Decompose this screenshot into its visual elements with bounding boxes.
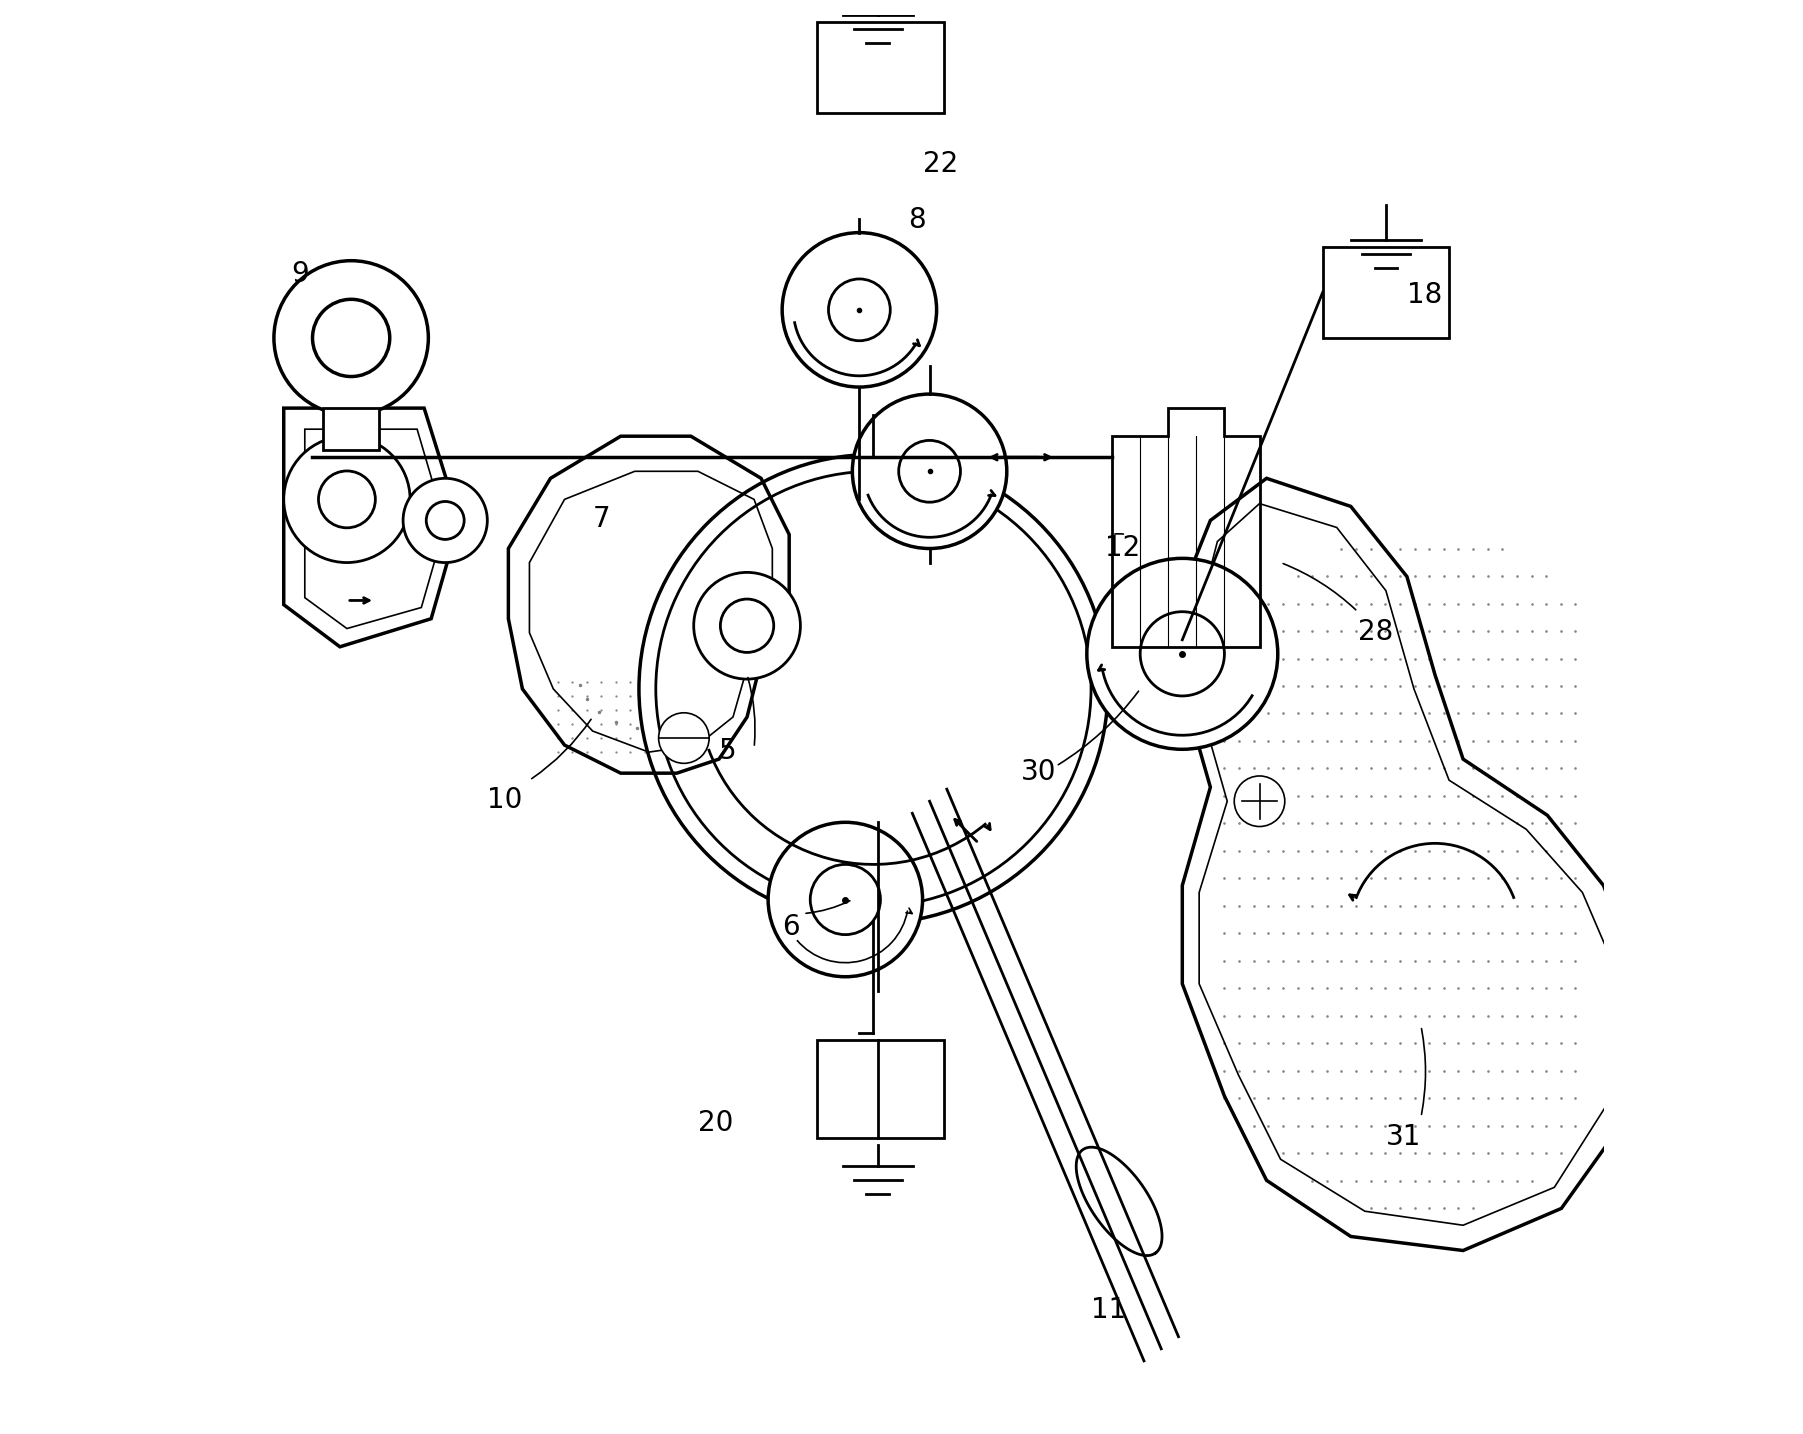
Circle shape	[1235, 776, 1286, 826]
Text: 10: 10	[487, 786, 523, 815]
Text: 28: 28	[1358, 618, 1394, 645]
Text: 31: 31	[1387, 1123, 1421, 1152]
Circle shape	[768, 822, 923, 977]
Circle shape	[656, 472, 1091, 906]
Circle shape	[319, 470, 375, 528]
Text: 7: 7	[593, 505, 609, 533]
Text: 12: 12	[1105, 533, 1139, 562]
FancyBboxPatch shape	[817, 1040, 943, 1139]
Text: 11: 11	[1091, 1296, 1127, 1324]
Circle shape	[312, 300, 389, 377]
FancyBboxPatch shape	[323, 409, 379, 450]
Circle shape	[426, 502, 463, 539]
Text: 22: 22	[923, 151, 957, 178]
FancyBboxPatch shape	[817, 22, 943, 113]
Circle shape	[274, 261, 429, 414]
Circle shape	[638, 455, 1107, 923]
Circle shape	[658, 713, 709, 763]
Circle shape	[898, 440, 961, 502]
Text: 9: 9	[290, 260, 308, 288]
Circle shape	[810, 865, 880, 935]
Circle shape	[721, 599, 773, 652]
Circle shape	[783, 232, 936, 387]
Circle shape	[694, 572, 801, 680]
Text: 18: 18	[1406, 281, 1442, 308]
Text: 20: 20	[698, 1108, 734, 1137]
Circle shape	[283, 436, 409, 562]
Text: 6: 6	[783, 912, 801, 941]
Text: 30: 30	[1020, 759, 1057, 786]
Text: 5: 5	[719, 737, 737, 766]
Circle shape	[853, 394, 1006, 549]
Text: 8: 8	[909, 206, 927, 234]
Circle shape	[1087, 558, 1278, 750]
Circle shape	[829, 280, 891, 341]
Circle shape	[1139, 612, 1224, 695]
Circle shape	[404, 479, 487, 562]
FancyBboxPatch shape	[1323, 247, 1450, 338]
